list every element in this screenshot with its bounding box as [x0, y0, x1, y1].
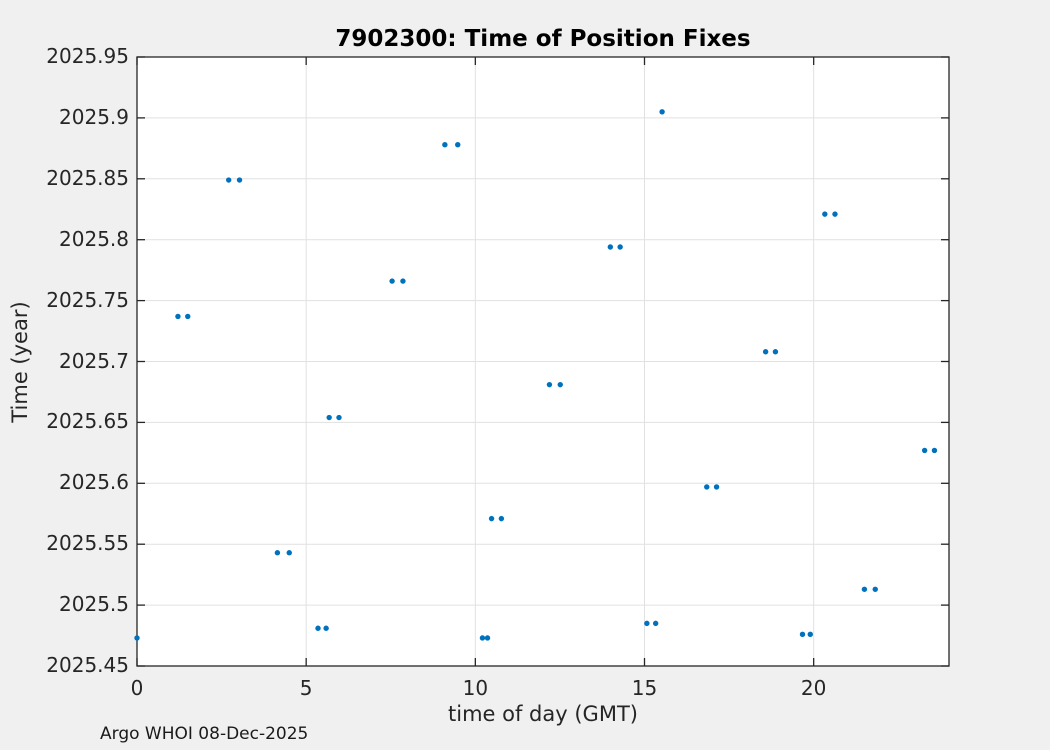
data-point — [274, 550, 281, 556]
y-tick-label: 2025.85 — [46, 165, 129, 190]
data-point — [546, 381, 553, 388]
y-tick-label: 2025.5 — [59, 591, 129, 616]
data-point — [872, 586, 878, 592]
data-point — [799, 631, 806, 638]
data-point — [455, 141, 461, 148]
data-point — [175, 313, 181, 320]
data-point — [400, 278, 406, 284]
data-point — [762, 349, 769, 355]
data-point — [704, 484, 710, 490]
data-point — [822, 211, 828, 217]
data-point — [617, 244, 623, 250]
x-tick-label: 20 — [800, 676, 827, 700]
y-axis-label: Time (year) — [8, 301, 32, 423]
data-point — [772, 349, 779, 355]
data-point — [236, 177, 243, 183]
data-point — [488, 515, 495, 522]
x-tick-label: 5 — [299, 676, 313, 700]
data-point — [442, 141, 448, 148]
data-point — [713, 484, 720, 490]
data-point — [315, 625, 321, 631]
data-point — [921, 447, 928, 454]
y-tick-label: 2025.6 — [59, 470, 129, 495]
data-point — [389, 278, 395, 284]
y-tick-label: 2025.55 — [46, 530, 129, 555]
x-tick-label: 0 — [130, 676, 144, 700]
data-point — [861, 586, 868, 592]
chart-title: 7902300: Time of Position Fixes — [335, 26, 751, 52]
data-point — [225, 177, 232, 183]
y-tick-label: 2025.75 — [46, 287, 129, 312]
footer-note: Argo WHOI 08-Dec-2025 — [100, 724, 309, 744]
x-tick-label: 10 — [462, 676, 489, 700]
data-point — [652, 620, 659, 627]
data-point — [134, 635, 140, 641]
data-point — [185, 313, 191, 320]
x-axis-label: time of day (GMT) — [448, 702, 638, 726]
data-point — [832, 211, 838, 217]
y-tick-label: 2025.8 — [59, 226, 129, 251]
y-tick-label: 2025.7 — [59, 348, 129, 373]
data-point — [326, 414, 332, 421]
y-tick-label: 2025.65 — [46, 409, 129, 434]
data-point — [659, 109, 665, 115]
data-point — [323, 625, 329, 631]
y-tick-label: 2025.95 — [46, 43, 129, 68]
data-point — [807, 631, 813, 638]
data-point — [557, 381, 563, 388]
data-point — [484, 635, 491, 641]
x-tick-label: 15 — [631, 676, 658, 700]
data-point — [607, 244, 614, 250]
data-point — [479, 635, 486, 641]
data-point — [644, 620, 650, 627]
data-point — [336, 414, 342, 421]
data-point — [498, 515, 505, 522]
data-point — [931, 447, 938, 454]
data-point — [286, 550, 292, 556]
y-tick-label: 2025.9 — [59, 104, 129, 129]
y-tick-label: 2025.45 — [46, 652, 129, 677]
